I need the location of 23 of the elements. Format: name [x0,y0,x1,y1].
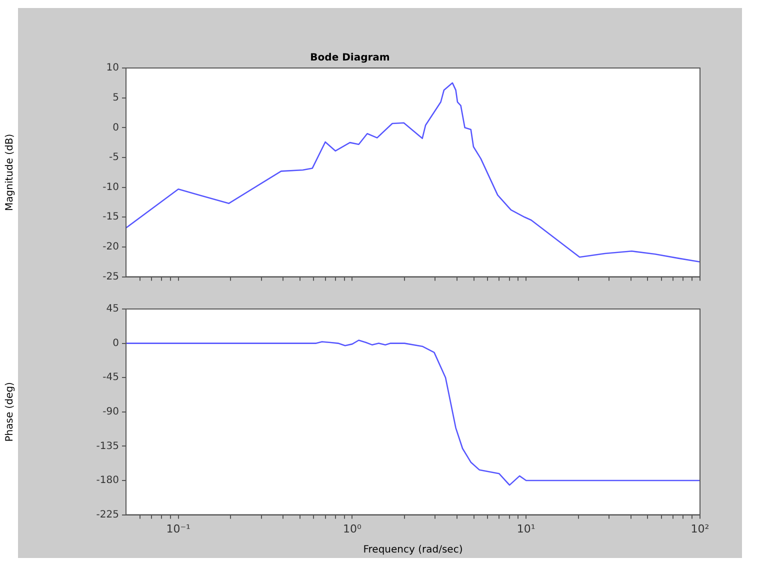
x-tick-label: 10⁰ [343,522,362,536]
y-tick-label: 45 [106,304,119,315]
y-tick-label: -90 [102,406,119,418]
y-tick-label: -20 [102,242,119,253]
y-tick-label: -25 [102,271,119,282]
x-axis-title: Frequency (rad/sec) [363,544,463,556]
x-tick-label: 10² [690,522,710,536]
y-tick-label: -5 [109,152,119,164]
y-axis-title: Magnitude (dB) [4,134,16,211]
y-tick-label: -225 [96,509,119,520]
y-tick-label: -135 [96,440,119,452]
y-tick-label: 0 [112,338,119,349]
x-tick-label: 10⁻¹ [166,522,190,536]
y-tick-label: -10 [102,182,119,193]
y-tick-label: -15 [102,212,119,223]
y-tick-label: 5 [112,92,119,104]
y-tick-label: 10 [106,62,119,74]
chart-title: Bode Diagram [310,52,390,64]
y-axis-title: Phase (deg) [4,382,16,442]
y-tick-label: -180 [96,475,119,486]
y-tick-label: -45 [102,372,119,384]
x-tick-label: 10¹ [516,522,536,536]
y-tick-label: 0 [112,122,119,134]
